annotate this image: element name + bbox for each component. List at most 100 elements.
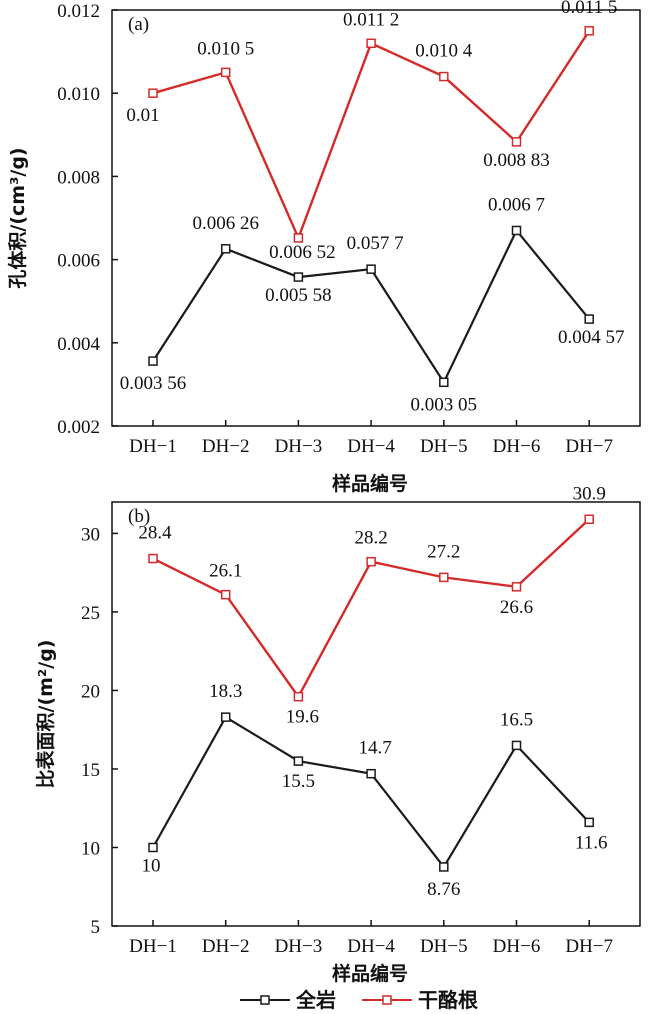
panel-b-series: 1018.315.514.78.7616.511.628.426.119.628… [138,483,607,900]
data-label: 0.010 5 [197,38,254,59]
data-point [366,556,376,567]
data-point [584,314,594,324]
data-label: 26.6 [500,597,533,618]
data-point [148,553,158,564]
y-tick-label: 5 [91,917,101,938]
panel-a-y-ticks: 0.002 0.004 0.006 0.008 0.010 0.012 [57,1,118,438]
data-point [439,377,449,388]
panel-a-frame [111,9,641,427]
x-tick-label: DH−5 [420,436,468,457]
panel-b: (b) 5 10 15 20 25 30 DH−1 DH−2 DH−3 DH−4 DH−5 DH−6… [34,483,641,985]
x-tick-label: DH−4 [347,936,395,957]
x-tick-label: DH−4 [347,436,395,457]
data-point [293,691,304,702]
legend-label-whole-rock: 全岩 [295,988,336,1012]
data-point [220,712,231,722]
y-tick-label: 25 [81,603,100,624]
data-point [293,233,304,243]
data-label: 14.7 [358,738,391,759]
y-tick-label: 0.002 [57,417,100,438]
panel-b-tag: (b) [128,506,150,527]
data-point [439,71,449,82]
data-label: 15.5 [282,771,315,792]
data-label: 0.006 26 [192,213,259,234]
data-point [293,756,304,766]
legend-label-kerogen: 干酪根 [418,988,478,1012]
data-label: 0.003 05 [411,394,478,415]
x-tick-label: DH−2 [202,436,250,457]
panel-b-y-axis-title: 比表面积/(m²/g) [34,640,57,789]
legend-marker-whole-rock [260,995,270,1005]
x-tick-label: DH−6 [493,436,541,457]
data-label: 0.004 57 [558,327,625,348]
x-tick-label: DH−1 [129,936,177,957]
x-tick-label: DH−3 [275,436,323,457]
data-label: 30.9 [573,483,606,504]
data-label: 27.2 [427,541,460,562]
data-point [511,225,522,236]
data-label: 0.01 [126,105,159,126]
data-label: 0.011 2 [343,9,399,30]
series-kerogen: 0.01 0.010 5 0.006 52 0.011 2 0.010 4 0.008 8… [126,0,617,263]
x-tick-label: DH−7 [565,436,613,457]
y-tick-label: 10 [81,838,100,859]
x-tick-label: DH−3 [275,936,323,957]
panel-b-x-ticks: DH−1 DH−2 DH−3 DH−4 DH−5 DH−6 DH−7 [129,920,613,957]
series-whole-rock: 10 18.3 15.5 14.7 8.76 16.5 11.6 [142,681,608,900]
data-point [148,88,158,98]
data-label: 0.057 7 [347,233,404,254]
data-label: 8.76 [427,879,460,900]
panel-b-y-ticks: 5 10 15 20 25 30 [81,524,118,938]
y-tick-label: 15 [81,760,100,781]
y-tick-label: 20 [81,681,100,702]
data-point [511,582,522,592]
data-label: 0.008 83 [483,150,550,171]
data-label: 0.011 5 [561,0,617,18]
series-kerogen: 28.4 26.1 19.6 28.2 27.2 26.6 30.9 [138,483,605,727]
data-point [584,26,594,36]
data-point [439,862,449,872]
data-point [511,740,522,751]
legend: 全岩 干酪根 [240,988,478,1012]
data-point [293,272,304,282]
data-point [511,137,522,147]
data-point [584,514,594,525]
data-label: 11.6 [575,832,608,853]
x-tick-label: DH−7 [565,936,613,957]
data-point [220,244,231,254]
y-tick-label: 0.008 [57,167,100,188]
panel-a-y-axis-title: 孔体积/(cm³/g) [6,147,29,288]
x-tick-label: DH−1 [129,436,177,457]
data-point [220,589,231,600]
x-tick-label: DH−6 [493,936,541,957]
data-label: 19.6 [286,707,319,728]
panel-a-x-axis-title: 样品编号 [332,472,408,495]
data-point [366,768,376,779]
legend-item-kerogen: 干酪根 [362,988,478,1012]
data-label: 28.4 [138,523,172,544]
y-tick-label: 0.004 [57,334,100,355]
x-tick-label: DH−5 [420,936,468,957]
data-label: 0.003 56 [120,373,187,394]
data-point [439,572,449,583]
data-label: 16.5 [500,709,533,730]
legend-marker-kerogen [382,995,392,1005]
y-tick-label: 30 [81,524,100,545]
panel-b-x-axis-title: 样品编号 [332,962,408,985]
x-tick-label: DH−2 [202,936,250,957]
data-label: 0.006 7 [488,194,545,215]
panel-a-tag: (a) [128,14,149,35]
series-whole-rock: 0.003 56 0.006 26 0.005 58 0.057 7 0.003 05 0… [120,194,625,415]
data-label: 0.010 4 [415,41,473,62]
data-point [148,356,158,366]
data-point [220,67,231,78]
data-point [148,842,158,853]
data-label: 0.005 58 [265,285,332,306]
data-label: 28.2 [354,528,387,549]
data-point [366,38,376,49]
data-label: 0.006 52 [269,242,336,263]
panel-a-x-ticks: DH−1 DH−2 DH−3 DH−4 DH−5 DH−6 DH−7 [129,420,613,457]
data-point [366,264,376,274]
